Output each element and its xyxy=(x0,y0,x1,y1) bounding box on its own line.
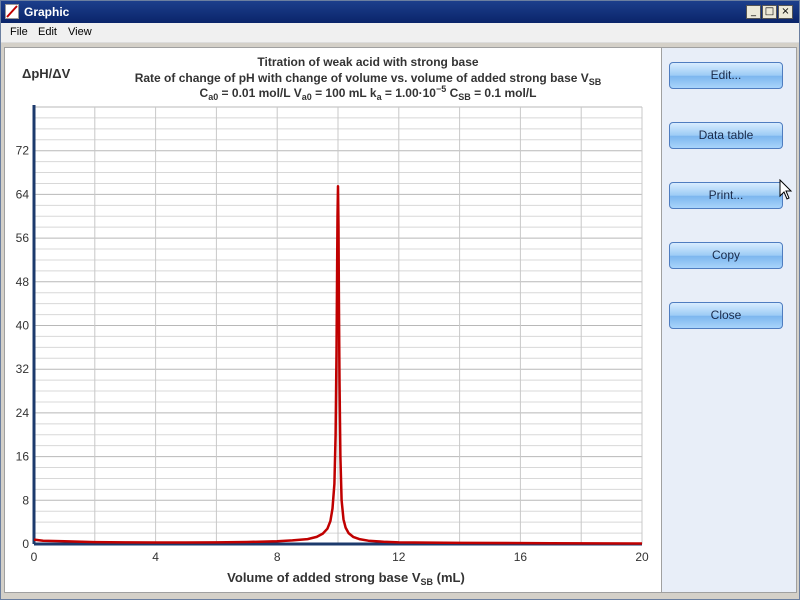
chart-series xyxy=(33,184,643,545)
minimize-button[interactable]: _ xyxy=(746,5,761,19)
title-bar[interactable]: Graphic _ □ × xyxy=(1,1,799,23)
y-tick-label: 56 xyxy=(16,231,30,245)
y-tick-label: 24 xyxy=(16,406,30,420)
button-panel: Edit... Data table Print... Copy Close xyxy=(662,47,797,593)
x-tick-labels: 0 4 8 12 16 20 xyxy=(31,550,649,564)
plot-panel: Titration of weak acid with strong base … xyxy=(4,47,662,593)
y-tick-label: 0 xyxy=(22,537,29,551)
menu-file[interactable]: File xyxy=(10,26,28,38)
edit-button[interactable]: Edit... xyxy=(669,62,783,89)
y-tick-labels: 0 8 16 24 32 40 48 56 64 72 xyxy=(16,144,30,551)
titration-chart: Titration of weak acid with strong base … xyxy=(16,55,649,587)
x-tick-label: 8 xyxy=(274,550,281,564)
x-tick-label: 12 xyxy=(392,550,406,564)
x-tick-label: 0 xyxy=(31,550,38,564)
data-table-button[interactable]: Data table xyxy=(669,122,783,149)
y-tick-label: 8 xyxy=(22,493,29,507)
y-tick-label: 32 xyxy=(16,362,30,376)
y-tick-label: 72 xyxy=(16,144,30,158)
series-line xyxy=(33,184,643,545)
close-window-button[interactable]: × xyxy=(778,5,793,19)
x-axis-label: Volume of added strong base VSB (mL) xyxy=(227,570,465,587)
copy-button[interactable]: Copy xyxy=(669,242,783,269)
y-tick-label: 48 xyxy=(16,275,30,289)
chart-parameters: Ca0 = 0.01 mol/L Va0 = 100 mL ka = 1.00·… xyxy=(200,84,537,102)
window-title: Graphic xyxy=(24,5,70,19)
y-tick-label: 40 xyxy=(16,319,30,333)
app-icon[interactable] xyxy=(5,4,19,19)
y-tick-label: 16 xyxy=(16,450,30,464)
menu-bar: File Edit View xyxy=(1,23,799,43)
x-tick-label: 16 xyxy=(514,550,528,564)
close-button[interactable]: Close xyxy=(669,302,783,329)
menu-view[interactable]: View xyxy=(68,26,92,38)
menu-edit[interactable]: Edit xyxy=(38,26,57,38)
y-axis-label: ΔpH/ΔV xyxy=(22,66,71,81)
print-button[interactable]: Print... xyxy=(669,182,783,209)
x-tick-label: 20 xyxy=(635,550,649,564)
maximize-button[interactable]: □ xyxy=(762,5,777,19)
mouse-cursor-icon xyxy=(779,179,793,200)
y-tick-label: 64 xyxy=(16,187,30,201)
chart-title: Titration of weak acid with strong base xyxy=(257,55,478,69)
x-tick-label: 4 xyxy=(152,550,159,564)
chart-subtitle: Rate of change of pH with change of volu… xyxy=(135,71,602,87)
